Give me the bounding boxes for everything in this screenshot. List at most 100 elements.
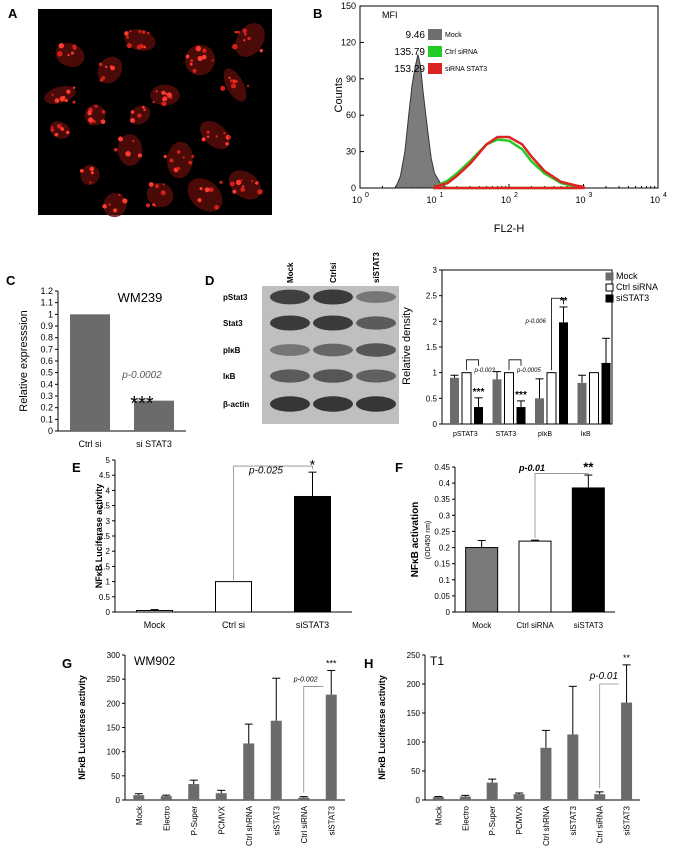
chart-e-luciferase: 0 0.5 1 1.5 2 2.5 3 3.5 4 4.5 5 Mock Ctrl si siSTAT3 N… [94,456,352,630]
x-tick-exponent: 0 [365,192,369,199]
protein-band [270,369,310,383]
fluorescent-punctum [153,204,157,207]
x-tick-exponent: 3 [589,192,593,199]
chart-title: WM239 [118,290,163,305]
fluorescent-punctum [65,130,70,135]
fluorescent-punctum [125,151,131,157]
fluorescent-punctum [60,127,65,131]
significance-stars: * [310,457,316,473]
fluorescent-punctum [94,104,98,108]
fluorescent-punctum [113,147,118,152]
histogram-sirna-stat3 [433,135,585,190]
y-tick-label: 0.2 [439,544,451,553]
y-tick-label: 250 [407,651,421,660]
fluorescent-punctum [67,53,70,57]
y-tick-label: 1.2 [40,286,53,296]
y-axis-label: NFκB Luciferase activity [77,675,87,780]
y-axis-label: Relative expresssion [18,310,30,412]
x-tick-label: P-Super [190,806,199,836]
legend-label: Mock [445,32,462,39]
bar [136,609,173,613]
y-tick-label: 0.6 [40,356,53,366]
bar [133,795,145,800]
legend-swatch [605,283,614,292]
y-tick-label: 0 [351,183,356,193]
fluorescent-punctum [152,100,155,104]
fluorescent-punctum [259,48,263,53]
bar [518,540,552,613]
y-tick-label: 0.1 [40,414,53,424]
fluorescent-punctum [169,158,174,163]
y-tick-label: 0.25 [434,527,450,536]
x-tick-label: STAT3 [496,431,517,438]
fluorescent-punctum [51,126,54,129]
x-tick-label: PCMVX [217,805,226,834]
fluorescent-punctum [54,98,60,103]
legend-mfi-value: 153.29 [394,64,425,75]
panel-letter-g: G [62,656,72,671]
legend-title: MFI [382,10,398,20]
fluorescent-punctum [143,45,146,49]
y-tick-label: 0.3 [40,391,53,401]
fluorescent-punctum [242,28,247,34]
fluorescent-punctum [206,135,210,138]
fluorescent-punctum [70,51,74,55]
y-tick-label: 100 [107,748,121,757]
legend-label: siRNA STAT3 [445,66,487,73]
y-tick-label: 2 [106,547,111,556]
fluorescent-punctum [182,156,185,159]
bar [492,379,502,424]
bar [571,487,605,613]
fluorescent-punctum [143,108,146,111]
comparison-bracket [303,686,324,793]
y-tick-label: 0 [446,608,451,617]
cell-body [55,43,85,67]
y-tick-label: 90 [346,74,356,84]
comparison-bracket [534,473,589,538]
fluorescent-punctum [197,198,202,203]
fluorescent-punctum [160,190,166,196]
protein-band [356,343,396,357]
chart-d-relative-density: 0 0.5 1 1.5 2 2.5 3 Relative density pSTAT3 *** p-… [401,266,658,438]
x-tick-label: 10 [352,195,362,205]
fluorescent-punctum [148,182,154,187]
protein-band [313,369,353,383]
fluorescent-punctum [240,187,246,192]
bar [298,797,310,800]
legend-swatch [428,63,442,74]
p-value-annotation: p-0.025 [248,466,283,477]
fluorescent-punctum [89,181,92,184]
y-tick-label: 120 [341,37,356,47]
fluorescent-punctum [88,117,94,123]
x-tick-label: Ctrl siRNA [300,805,309,843]
x-tick-label: Electro [162,805,171,830]
y-tick-label: 0 [416,796,421,805]
y-tick-label: 0 [48,426,53,436]
fluorescent-punctum [201,137,206,142]
y-tick-label: 2.5 [426,292,438,301]
fluorescent-punctum [105,65,108,69]
y-tick-label: 60 [346,110,356,120]
y-tick-label: 100 [407,738,421,747]
p-value-annotation: p-0.003 [474,368,496,374]
fluorescent-punctum [110,65,115,71]
fluorescent-punctum [255,181,259,185]
bar [215,581,252,613]
y-tick-label: 1 [48,309,53,319]
panel-letter-a: A [8,6,18,21]
fluorescent-punctum [141,105,145,109]
y-tick-label: 0.15 [434,560,450,569]
fluorescent-punctum [56,123,62,129]
bar [589,372,599,425]
y-tick-label: 250 [107,675,121,684]
x-tick-label: Ctrl shRNA [245,805,254,846]
x-tick-label: Mock [135,805,144,825]
fluorescent-punctum [137,113,142,118]
panel-letter-d: D [205,273,214,288]
fluorescent-punctum [219,180,223,184]
bar [134,400,174,431]
p-value-annotation: p-0.0005 [516,368,541,374]
fluorescent-punctum [234,80,238,84]
fluorescent-punctum [101,76,106,80]
y-tick-label: 0.45 [434,463,450,472]
